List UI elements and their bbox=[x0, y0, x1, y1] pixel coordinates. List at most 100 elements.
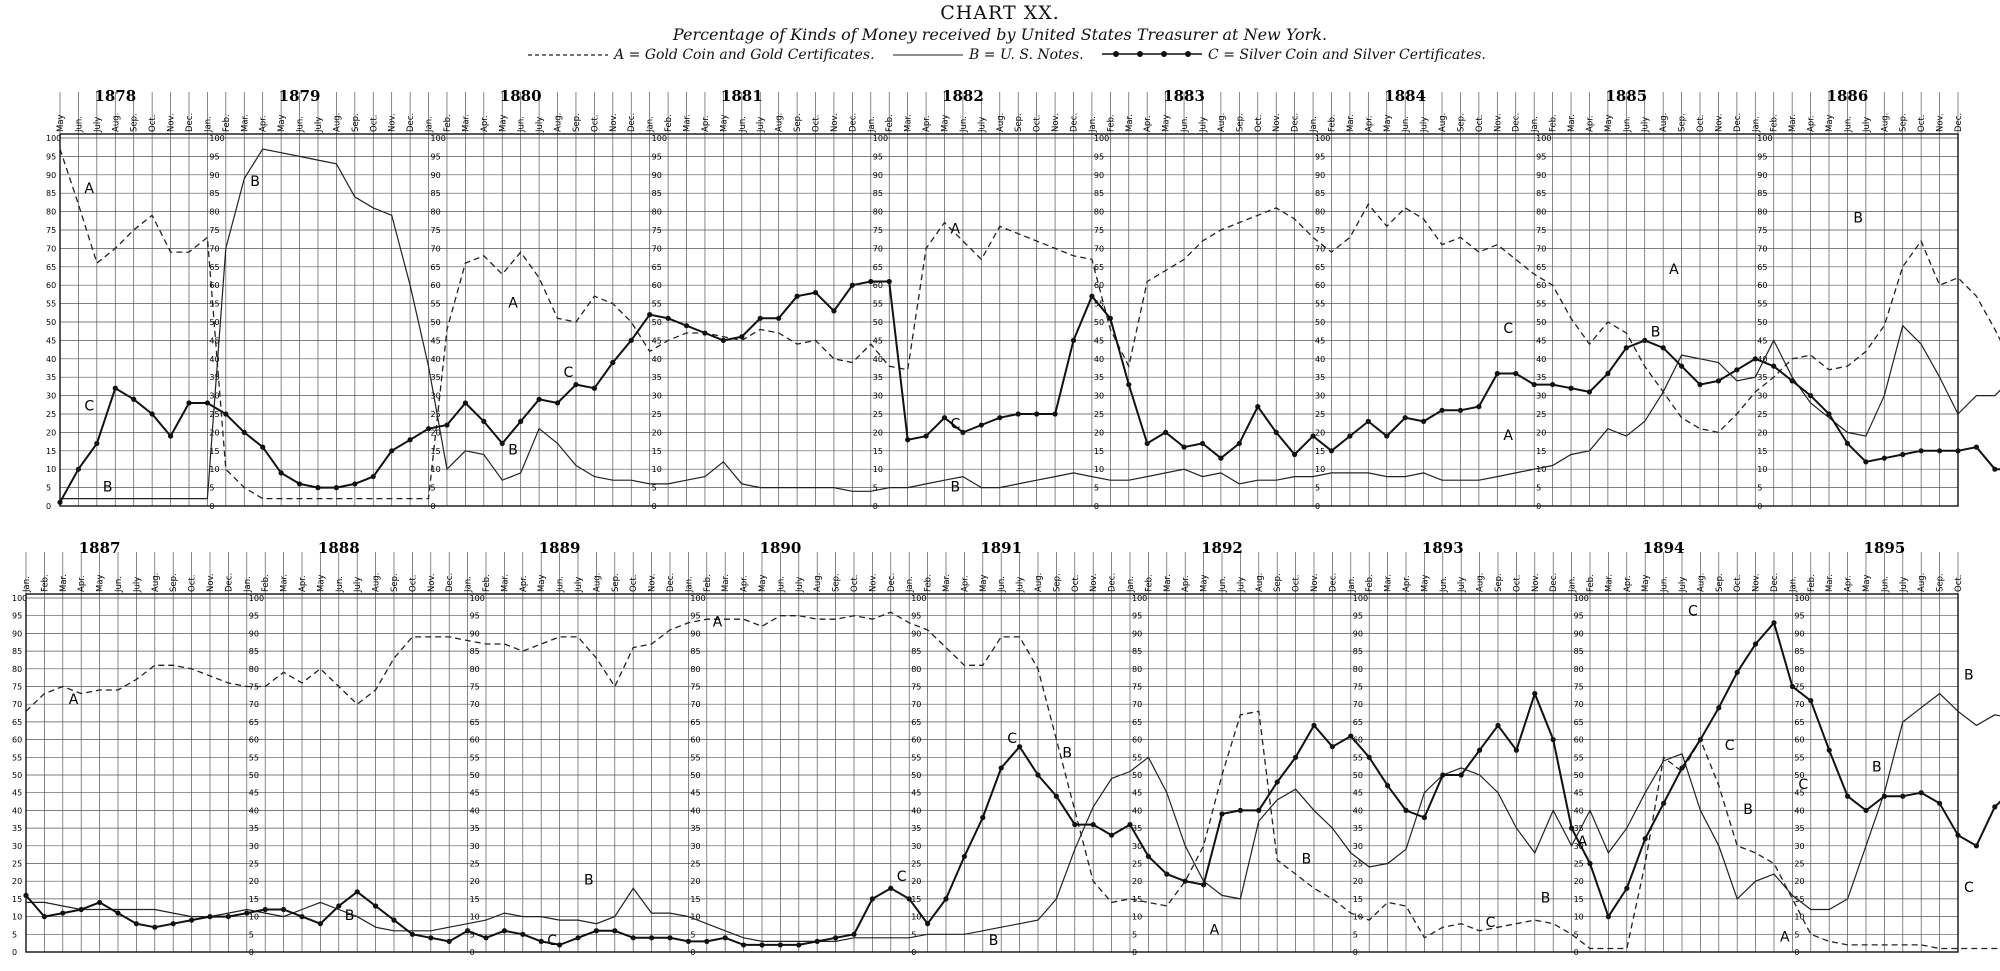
panel-top-y-tick-label: 5 bbox=[209, 484, 214, 493]
panel-bottom-month-label: Mar. bbox=[721, 574, 731, 592]
panel-top-y-tick-label: 70 bbox=[1315, 244, 1325, 253]
panel-bottom-series-c-point bbox=[262, 906, 268, 913]
panel-bottom-month-label: Sep. bbox=[390, 573, 400, 592]
panel-bottom-series-c-point bbox=[888, 885, 894, 891]
panel-bottom-month-label: Oct. bbox=[1733, 575, 1743, 592]
panel-top-series-annotation: C bbox=[951, 417, 961, 433]
panel-top-y-tick-label: 60 bbox=[873, 281, 883, 290]
panel-bottom-year-label: 1888 bbox=[318, 539, 360, 557]
panel-top-series-c-point bbox=[831, 308, 837, 314]
panel-bottom-y-tick-label: 45 bbox=[470, 789, 480, 798]
panel-bottom-series-c-point bbox=[1237, 807, 1243, 814]
panel-top-series-c-point bbox=[352, 481, 358, 487]
panel-bottom-y-tick-label: 45 bbox=[1574, 789, 1584, 798]
panel-bottom-month-label: May bbox=[1420, 574, 1430, 592]
panel-bottom-series-c-point bbox=[1863, 807, 1869, 814]
panel-bottom-y-tick-label: 85 bbox=[1794, 647, 1804, 656]
panel-top-series-c-point bbox=[1126, 381, 1132, 388]
panel-bottom-series-c-point bbox=[1072, 821, 1078, 828]
panel-top-series-c-point bbox=[75, 466, 82, 472]
panel-top-month-label: July bbox=[756, 117, 766, 133]
panel-top-month-label: Jan. bbox=[1088, 116, 1098, 133]
panel-bottom-y-tick-label: 90 bbox=[249, 629, 259, 638]
panel-top-month-label: Sep. bbox=[130, 113, 140, 132]
panel-bottom-y-tick-label: 45 bbox=[1794, 789, 1804, 798]
panel-top-month-label: Oct. bbox=[1475, 115, 1485, 132]
panel-top-series-c-point bbox=[573, 381, 579, 388]
panel-bottom-month-label: Oct. bbox=[188, 575, 198, 592]
panel-top-y-tick-label: 70 bbox=[1757, 244, 1767, 253]
panel-bottom-y-tick-label: 25 bbox=[911, 860, 921, 869]
panel-bottom-series-c-point bbox=[1992, 804, 1998, 810]
panel-top-y-tick-label: 50 bbox=[652, 318, 662, 327]
panel-top-series-c-point bbox=[683, 323, 690, 329]
panel-bottom-y-tick-label: 25 bbox=[1794, 860, 1804, 869]
panel-bottom-y-tick-label: 15 bbox=[1132, 895, 1142, 904]
panel-bottom-series-c-point bbox=[1256, 807, 1262, 814]
panel-bottom-month-label: Aug. bbox=[1476, 573, 1486, 592]
panel-top-y-tick-label: 5 bbox=[431, 484, 436, 493]
panel-bottom-series-c-point bbox=[1918, 790, 1924, 796]
panel-top-month-label: Sep. bbox=[793, 113, 803, 132]
panel-top-month-label: Jan. bbox=[1751, 116, 1761, 133]
panel-top-month-label: Aug. bbox=[775, 113, 785, 132]
panel-bottom-month-label: Dec. bbox=[666, 573, 676, 592]
panel-top-y-tick-label: 45 bbox=[431, 336, 441, 345]
panel-top-y-tick-label: 10 bbox=[46, 465, 56, 474]
panel-top-series-annotation: B bbox=[1651, 325, 1661, 341]
panel-top-y-tick-label: 45 bbox=[1757, 336, 1767, 345]
panel-bottom-month-label: July bbox=[1678, 577, 1688, 593]
legend-swatch-a bbox=[528, 47, 609, 63]
panel-top-y-tick-label: 80 bbox=[431, 208, 441, 217]
panel-bottom-y-tick-label: 80 bbox=[1132, 665, 1142, 674]
panel-top-month-label: Mar. bbox=[683, 114, 693, 132]
panel-bottom-y-tick-label: 15 bbox=[690, 895, 700, 904]
panel-bottom-series-annotation: B bbox=[1964, 667, 1974, 683]
panel-bottom-y-tick-label: 65 bbox=[911, 718, 921, 727]
panel-bottom-series-c-point bbox=[1973, 843, 1979, 849]
panel-bottom-series-c-point bbox=[759, 942, 765, 948]
panel-top-y-tick-label: 75 bbox=[873, 226, 883, 235]
panel-bottom-series-c-point bbox=[60, 910, 66, 916]
legend-entry-b: B = U. S. Notes. bbox=[969, 47, 1084, 63]
panel-bottom-month-label: Jan. bbox=[1568, 576, 1578, 593]
panel-bottom-month-label: Nov. bbox=[427, 573, 437, 592]
panel-bottom-series-c-point bbox=[1569, 825, 1575, 831]
panel-bottom-y-tick-label: 25 bbox=[12, 860, 22, 869]
panel-bottom-y-tick-label: 60 bbox=[1574, 736, 1584, 745]
panel-top-month-label: Feb. bbox=[1327, 114, 1337, 132]
panel-bottom-series-c-point bbox=[391, 917, 397, 923]
panel-top-y-tick-label: 80 bbox=[1315, 208, 1325, 217]
panel-bottom-series-c-point bbox=[538, 938, 544, 944]
panel-top-y-tick-label: 60 bbox=[431, 281, 441, 290]
panel-bottom-month-label: Mar. bbox=[59, 574, 69, 592]
panel-bottom-month-label: Feb. bbox=[40, 574, 50, 592]
panel-top-series-c-point bbox=[1881, 455, 1887, 461]
panel-top-y-tick-label: 30 bbox=[1094, 392, 1104, 401]
panel-bottom-series-c-point bbox=[446, 938, 452, 944]
panel-bottom-y-tick-label: 15 bbox=[911, 895, 921, 904]
panel-top-series-c-point bbox=[1181, 444, 1187, 450]
panel-bottom-y-tick-label: 95 bbox=[911, 612, 921, 621]
chart-subtitle: Percentage of Kinds of Money received by… bbox=[672, 25, 1328, 44]
panel-top-y-tick-label: 90 bbox=[46, 171, 56, 180]
panel-bottom-y-tick-label: 0 bbox=[12, 948, 17, 957]
panel-top-y-tick-label: 100 bbox=[46, 134, 61, 143]
panel-top-series-c-point bbox=[1789, 378, 1795, 384]
panel-bottom-y-tick-label: 95 bbox=[1132, 612, 1142, 621]
panel-top-year-label: 1881 bbox=[721, 87, 763, 105]
panel-top-y-tick-label: 65 bbox=[209, 263, 219, 272]
panel-top-month-label: Feb. bbox=[885, 114, 895, 132]
panel-bottom-month-label: Nov. bbox=[648, 573, 658, 592]
panel-bottom-y-tick-label: 20 bbox=[470, 877, 480, 886]
panel-top-y-tick-label: 25 bbox=[46, 410, 56, 419]
panel-bottom-series-c-point bbox=[1182, 878, 1188, 884]
panel-bottom-y-tick-label: 65 bbox=[470, 718, 480, 727]
panel-top-series-c-point bbox=[1734, 367, 1740, 373]
panel-top-series-annotation: A bbox=[951, 222, 961, 238]
panel-bottom-series-c-point bbox=[225, 914, 231, 920]
panel-bottom-series-c-point bbox=[1477, 747, 1483, 753]
panel-top-series-c-point bbox=[1089, 293, 1095, 299]
panel-top-y-tick-label: 90 bbox=[1757, 171, 1767, 180]
panel-top-month-label: Nov. bbox=[1272, 113, 1282, 132]
